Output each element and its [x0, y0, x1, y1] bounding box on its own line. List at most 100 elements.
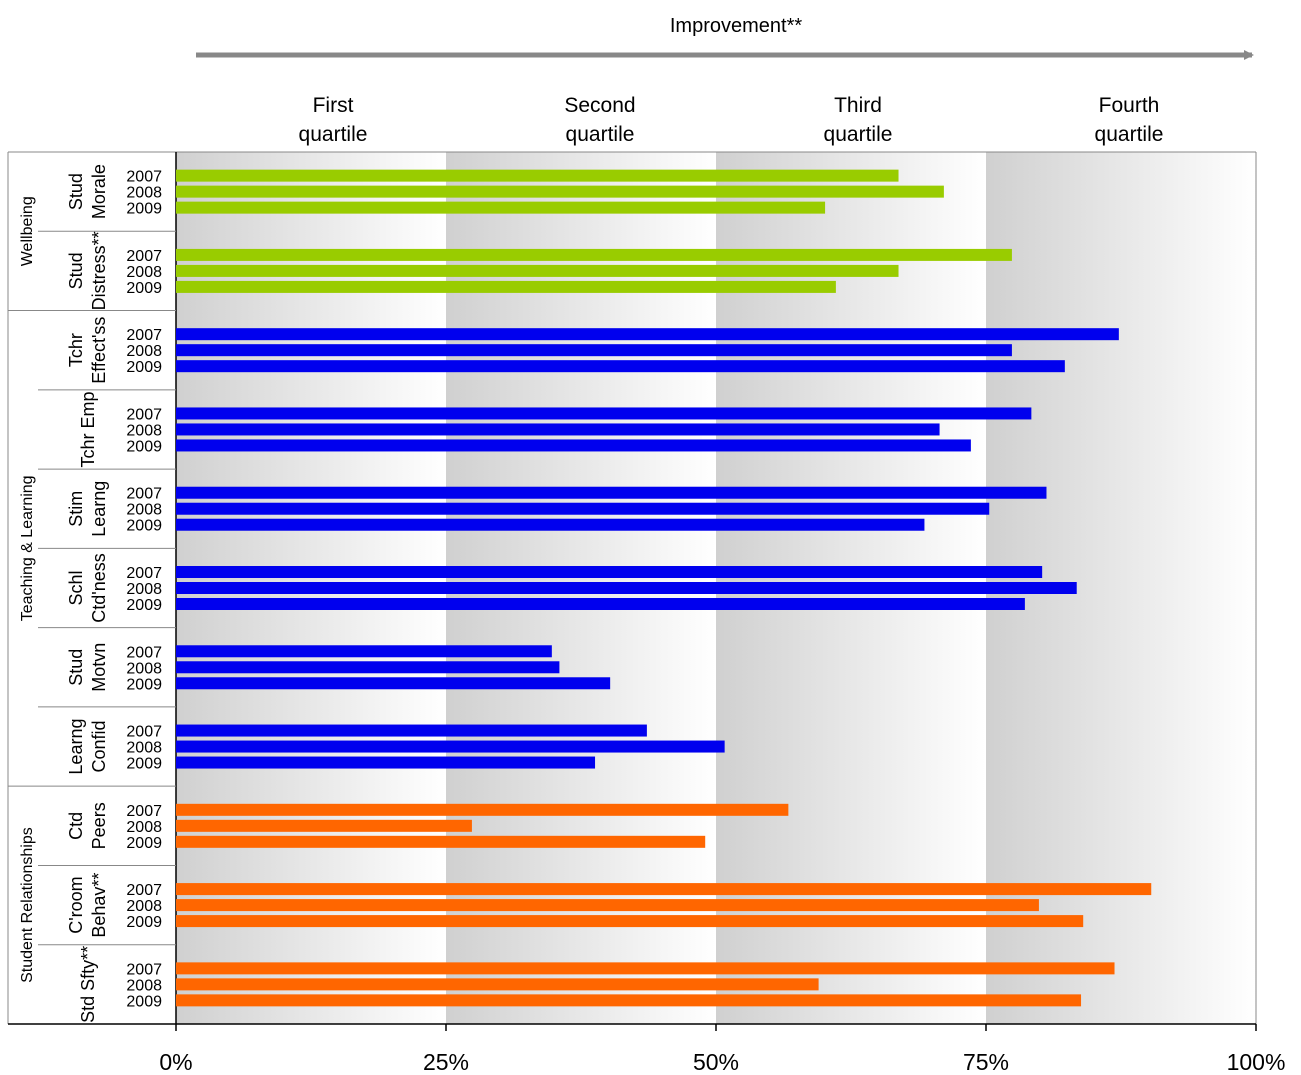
bar [176, 280, 836, 293]
measure-label-line1: Learng [66, 719, 86, 775]
year-label: 2007 [126, 248, 162, 265]
bar [176, 756, 596, 769]
group-label: Student Relationships [19, 827, 36, 983]
bar [176, 248, 1012, 261]
bars [176, 169, 1152, 1007]
measure-label-line1: Ctd [66, 812, 86, 840]
x-tick-label: 50% [693, 1049, 739, 1075]
year-label: 2007 [126, 961, 162, 978]
bar [176, 185, 944, 198]
year-label: 2009 [126, 280, 162, 297]
year-label: 2008 [126, 898, 162, 915]
year-label: 2008 [126, 185, 162, 202]
improvement-label: Improvement** [670, 15, 802, 37]
measure-label-line2: Ctd'ness [89, 553, 109, 622]
measure-label-line2: Morale [89, 164, 109, 219]
year-label: 2008 [126, 343, 162, 360]
measure-label-line1: Stud [66, 649, 86, 686]
year-label: 2009 [126, 438, 162, 455]
year-label: 2008 [126, 422, 162, 439]
year-label: 2007 [126, 882, 162, 899]
measure-label-line1: Tchr [66, 333, 86, 367]
bar [176, 915, 1084, 928]
quartile-label-line2: quartile [299, 123, 368, 146]
measure-label-line2: Behav** [89, 873, 109, 938]
year-label: 2009 [126, 359, 162, 376]
bar [176, 518, 925, 531]
bar [176, 819, 472, 832]
bar [176, 724, 647, 737]
year-label: 2009 [126, 993, 162, 1010]
year-label: 2007 [126, 803, 162, 820]
bar [176, 962, 1115, 975]
bar [176, 582, 1077, 594]
year-label: 2008 [126, 819, 162, 836]
year-label: 2008 [126, 977, 162, 994]
year-label: 2009 [126, 756, 162, 773]
measure-label-line1: C'room [66, 876, 86, 933]
bar [176, 978, 819, 991]
bar [176, 502, 990, 515]
quartile-label-line1: Third [834, 94, 882, 117]
measure-label-line2: Motvn [89, 643, 109, 692]
bar [176, 835, 706, 848]
bar [176, 883, 1152, 896]
measure-label-line2: Peers [89, 802, 109, 849]
measure-label: Stud Distress** [66, 231, 109, 310]
year-label: 2008 [126, 660, 162, 677]
bar [176, 661, 560, 674]
bar [176, 201, 826, 214]
measure-label: Schl Ctd'ness [66, 553, 109, 622]
year-label: 2009 [126, 676, 162, 693]
quartile-label-line1: Fourth [1099, 94, 1160, 117]
measure-label: Std Sfty** [78, 946, 98, 1023]
bar [176, 486, 1047, 499]
bar [176, 423, 940, 436]
measure-label-line2: Effect'ss [89, 317, 109, 384]
measure-label: Tchr Effect'ss [66, 317, 109, 384]
measure-label: Tchr Emp [78, 391, 98, 467]
bar [176, 803, 789, 816]
group-label: Wellbeing [19, 196, 36, 266]
bar [176, 439, 971, 452]
bar [176, 598, 1025, 610]
measure-label: Stud Motvn [66, 643, 109, 692]
year-label: 2007 [126, 486, 162, 503]
year-label: 2008 [126, 740, 162, 757]
year-label: 2009 [126, 914, 162, 931]
year-label: 2008 [126, 264, 162, 281]
measure-label-line1: Schl [66, 570, 86, 605]
quartile-label-line1: First [313, 94, 354, 117]
year-label: 2009 [126, 597, 162, 614]
bar [176, 360, 1065, 373]
bar [176, 344, 1012, 357]
measure-label: Stim Learng [66, 481, 109, 537]
year-label: 2007 [126, 169, 162, 186]
measure-label-line1: Stud [66, 252, 86, 289]
bar [176, 677, 611, 690]
bar [176, 169, 899, 182]
year-label: 2008 [126, 581, 162, 598]
measure-label: C'room Behav** [66, 873, 109, 938]
bar [176, 899, 1039, 912]
year-label: 2009 [126, 201, 162, 218]
year-label: 2007 [126, 644, 162, 661]
measure-label-line1: Std Sfty** [78, 946, 98, 1023]
x-tick-label: 75% [963, 1049, 1009, 1075]
bar [176, 740, 725, 753]
bar [176, 566, 1043, 578]
year-label: 2009 [126, 835, 162, 852]
year-label: 2008 [126, 502, 162, 519]
year-label: 2007 [126, 724, 162, 741]
group-label: Teaching & Learning [19, 475, 36, 621]
x-tick-label: 100% [1227, 1049, 1286, 1075]
bar [176, 994, 1082, 1007]
quartile-label-line2: quartile [824, 123, 893, 146]
year-label: 2009 [126, 518, 162, 535]
quartile-label-line1: Second [564, 94, 635, 117]
x-tick-label: 25% [423, 1049, 469, 1075]
year-label: 2007 [126, 327, 162, 344]
measure-label: Ctd Peers [66, 802, 109, 849]
